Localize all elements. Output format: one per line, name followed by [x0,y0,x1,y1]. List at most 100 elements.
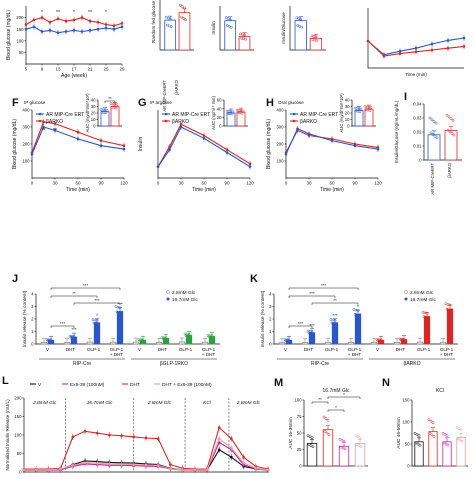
panel-g-inset-wt-dot [230,112,234,116]
panel-g-wt-point [248,165,252,168]
panel-l-dht-point [144,436,148,440]
panel-f-ko-line [31,121,125,153]
panel-f-title: IP glucose [24,100,46,105]
panel-h-inset-ytick-label: 0 [347,124,350,129]
panel-m-group-1-dot [307,443,311,446]
panel-h-ytick-label: 400 [276,108,284,113]
panel-a-wt-point [104,26,108,30]
panel-j-category-label: + DHT [202,352,216,357]
panel-a-stars: ** [88,10,92,16]
panel-k-category-label: GLP-1 [325,347,339,352]
panel-f-ko-legend-marker [38,119,42,123]
panel-l-dht-ex939-point [120,462,123,466]
panel-l-dht-ex939-point [169,467,172,470]
panel-f-inset-stars: ** [108,96,112,101]
panel-b-ko-dot [182,17,185,20]
panel-f-inset-ko-bar [110,106,120,127]
panel-label-H: H [266,97,274,109]
panel-m-group-4-dot [355,443,359,446]
panel-m-group-1-dot [308,435,312,439]
panel-j-high-dot [94,321,98,325]
panel-g-inset-ytick-label: 20 [217,115,222,120]
panel-i-ko-dot [448,130,452,134]
panel-i-ko-dot [451,118,455,122]
panel-i-ko-dot [450,132,454,135]
panel-j-stars: * [96,313,98,318]
panel-h-wt-point [284,152,288,156]
panel-n-group-1-dot [414,441,418,445]
panel-l-legend-label: DHT + Ex9-39 (100nM) [162,382,212,388]
panel-j-high-dot [141,338,145,342]
panel-l-segment-label: KCl [203,400,212,406]
panel-k-ytick-label: 2 [269,317,272,322]
panel-h-inset-ytick-label: 20 [345,111,350,116]
panel-k-stars: *** [298,321,304,326]
panel-n-group-4-dot [458,438,462,442]
panel-j-category-label: GLP-1 [110,347,124,352]
panel-m-group-2-dot [322,415,326,419]
panel-g-inset-ko-dot [241,109,245,113]
panel-l-dht-point [217,426,221,429]
panel-a-xtick-label: 17 [71,67,77,72]
panel-d-ko-dot [314,35,318,39]
panel-k-low-bar [347,341,355,345]
panel-j-category-label: GLP-1 [87,347,101,352]
panel-l-dht-point [120,434,123,438]
panel-k-bracket [288,295,336,298]
panel-i-category-ko: βARKO [447,162,452,177]
panel-j-high-dot [187,332,191,336]
panel-b-wt-dot [168,17,172,21]
panel-e-ko-point [382,54,386,58]
panel-g-xtick-label: 60 [201,181,207,186]
panel-i-wt-dot [434,121,438,125]
panel-j-stars: *** [117,302,123,307]
panel-n-group-2-dot [432,435,436,438]
panel-l-dht-point [132,435,136,439]
panel-k-category-label: V [376,347,380,352]
panel-f-xtick-label: 120 [120,181,128,186]
panel-g-inset-ko-bar [236,111,246,127]
panel-k-stars: *** [321,283,327,288]
panel-l-segment-label: 2.8mM Glc [32,400,57,406]
panel-g-xtick-label: 30 [178,181,184,186]
panel-j-low-bar [132,341,140,345]
panel-a-wt-point [88,29,92,32]
panel-h-wt-point [376,147,380,151]
panel-a-ko-point [32,18,36,22]
panel-h-wt-point [296,127,299,130]
panel-f-xtick-label: 30 [52,181,58,186]
panel-n-title: KCl [436,388,444,394]
panel-e-ko-point [462,45,466,48]
panel-h-wt-point [353,144,357,147]
panel-l-dht-ex939-point [108,462,111,466]
panel-f-wt-legend-label: AR MIP-Cre ERT [46,112,84,118]
panel-b-category-wt: AR MIP-CreERT [162,80,167,112]
panel-k-high-dot [447,308,451,312]
panel-k-high-dot [332,321,336,325]
panel-n-group-4-dot [459,428,463,432]
panel-h-ytick-label: 200 [276,142,284,147]
panel-l-dht-ex939-point [254,467,258,470]
panel-j-stars: *** [94,298,100,303]
panel-a-wt-point [48,29,52,32]
panel-m-group-1-dot [309,444,313,447]
panel-j-low-bar [63,342,71,345]
panel-f-ytick-label: 400 [22,108,30,113]
panel-c-wt-dot [229,25,233,29]
panel-a-xtick-label: 25 [103,67,109,72]
panel-h-wt-line [285,127,379,155]
panel-l-dht-ex939-point [242,461,245,465]
panel-n-ytick-label: 150 [402,398,410,403]
panel-i-wt-dot [428,116,432,120]
panel-j-low-bar [155,341,163,345]
panel-k-high-dot [310,330,314,333]
panel-e-xlabel: Time (min) [405,72,427,77]
panel-k-high-dot [402,337,406,341]
panel-m-bracket [327,396,361,399]
panel-k-category-label: GLP-1 [348,347,362,352]
panel-j-bracket [73,302,121,305]
panel-f-wt-point [122,147,126,151]
panel-e-wt-point [446,39,450,42]
panel-j-stars: *** [83,283,89,288]
panel-j-bracket [50,325,75,328]
